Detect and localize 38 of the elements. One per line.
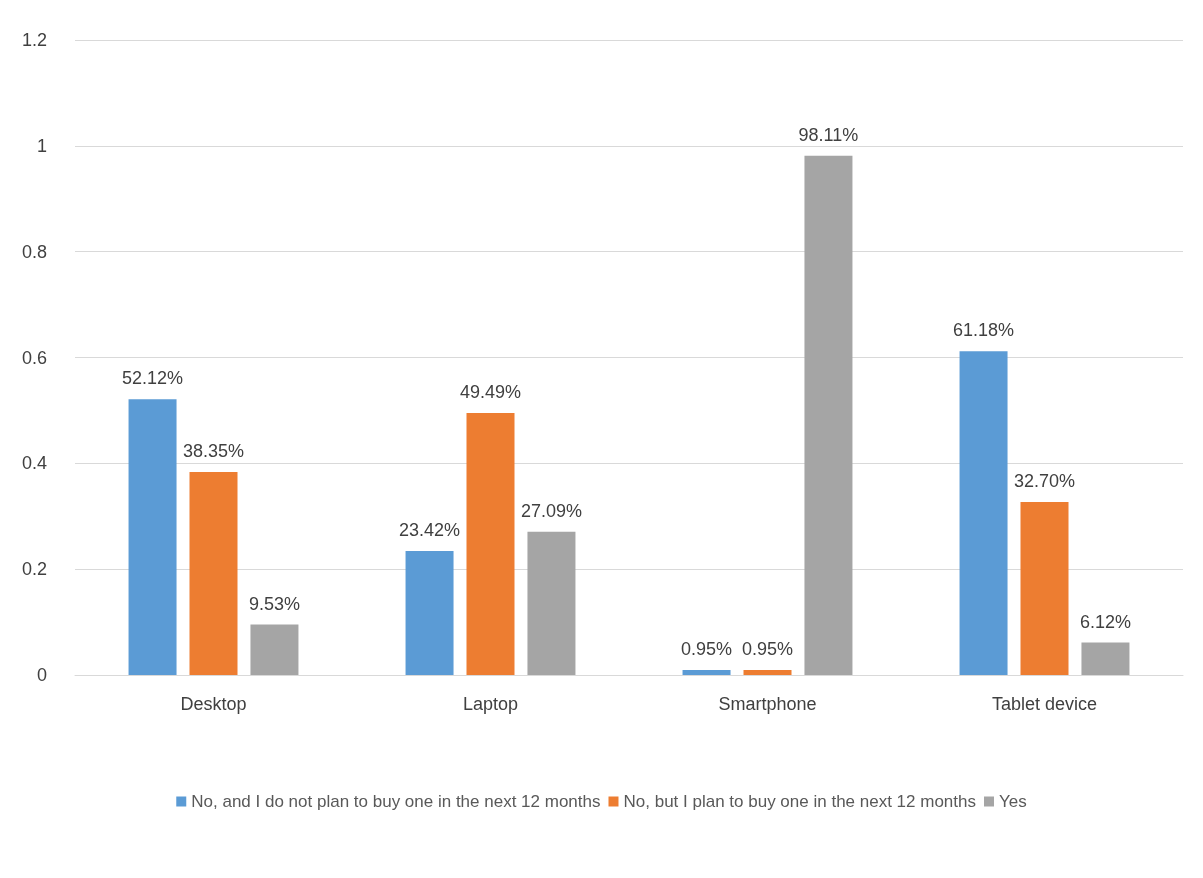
bar (743, 669, 792, 675)
x-tick-label: Laptop (462, 694, 519, 714)
y-tick-label: 1 (36, 135, 47, 156)
data-label: 38.35% (182, 441, 245, 462)
legend-label: Yes (999, 792, 1027, 811)
data-label: 0.95% (681, 638, 733, 659)
bar (128, 399, 177, 675)
data-label: 23.42% (399, 520, 461, 541)
data-label: 49.49% (459, 382, 522, 403)
data-label: 52.12% (122, 368, 184, 389)
data-label: 98.11% (798, 124, 859, 145)
y-tick-label: 0.4 (21, 453, 47, 474)
bar (405, 551, 454, 675)
bar (804, 155, 853, 675)
data-label: 6.12% (1079, 611, 1131, 632)
bar (250, 624, 299, 675)
y-tick-label: 0 (36, 665, 47, 685)
bar (682, 669, 731, 675)
legend-label: No, and I do not plan to buy one in the next 12 months (191, 792, 601, 811)
bar (1081, 642, 1130, 675)
x-tick-label: Tablet device (991, 694, 1098, 714)
bar (527, 531, 576, 675)
legend-label: No, but I plan to buy one in the next 12 months (623, 792, 977, 811)
y-tick-label: 0.6 (21, 347, 47, 368)
y-tick-label: 0.2 (21, 559, 47, 580)
data-label: 27.09% (520, 500, 582, 521)
y-tick-label: 0.8 (21, 241, 47, 262)
bar (466, 413, 515, 675)
bar (959, 351, 1008, 675)
data-label: 0.95% (741, 638, 794, 659)
y-tick-label: 1.2 (21, 30, 47, 50)
data-label: 32.70% (1013, 470, 1076, 491)
x-tick-label: Smartphone (718, 694, 817, 714)
bar (189, 472, 238, 675)
bar (1020, 501, 1069, 675)
x-tick-label: Desktop (180, 694, 247, 714)
data-label: 9.53% (248, 593, 300, 614)
data-label: 61.18% (953, 320, 1015, 341)
